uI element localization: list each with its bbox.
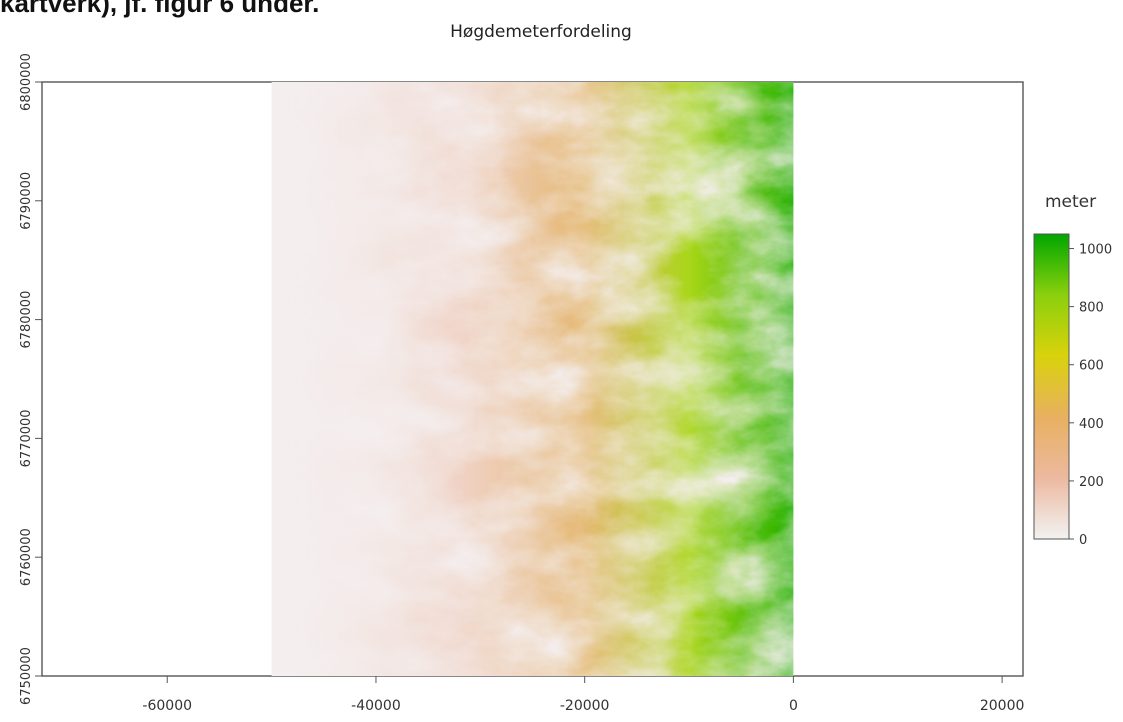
legend-tick-label: 400 — [1079, 417, 1104, 432]
legend-tick-label: 0 — [1079, 533, 1087, 548]
legend-tick-label: 200 — [1079, 475, 1104, 490]
y-tick-label: 6780000 — [19, 291, 34, 349]
raster-relief — [271, 82, 794, 676]
chart-title: Høgdemeterfordeling — [450, 22, 632, 42]
x-tick-label: -40000 — [351, 698, 401, 714]
legend: meter 0 200 400 600 800 1000 — [1033, 192, 1112, 548]
x-tick-label: -20000 — [560, 698, 610, 714]
legend-title: meter — [1045, 192, 1096, 212]
plot-area — [41, 81, 1024, 677]
y-tick-label: 6790000 — [19, 172, 34, 230]
y-tick-label: 6750000 — [19, 647, 34, 705]
y-tick-label: 6800000 — [19, 53, 34, 111]
x-tick-label: 20000 — [980, 698, 1025, 714]
legend-tick-label: 600 — [1079, 359, 1104, 374]
legend-tick-label: 800 — [1079, 301, 1104, 316]
y-axis: 6750000 6760000 6770000 6780000 6790000 68000… — [19, 53, 42, 705]
elevation-raster — [271, 82, 794, 676]
y-tick-label: 6770000 — [19, 409, 34, 467]
legend-ticks: 0 200 400 600 800 1000 — [1069, 243, 1112, 548]
x-tick-label: -60000 — [142, 698, 192, 714]
y-tick-label: 6760000 — [19, 528, 34, 586]
x-axis: -60000 -40000 -20000 0 20000 — [142, 676, 1024, 714]
legend-tick-label: 1000 — [1079, 243, 1112, 258]
x-tick-label: 0 — [789, 698, 798, 714]
caption-fragment: kartverk), jf. figur 6 under. — [0, 0, 320, 18]
legend-color-bar — [1033, 233, 1070, 540]
